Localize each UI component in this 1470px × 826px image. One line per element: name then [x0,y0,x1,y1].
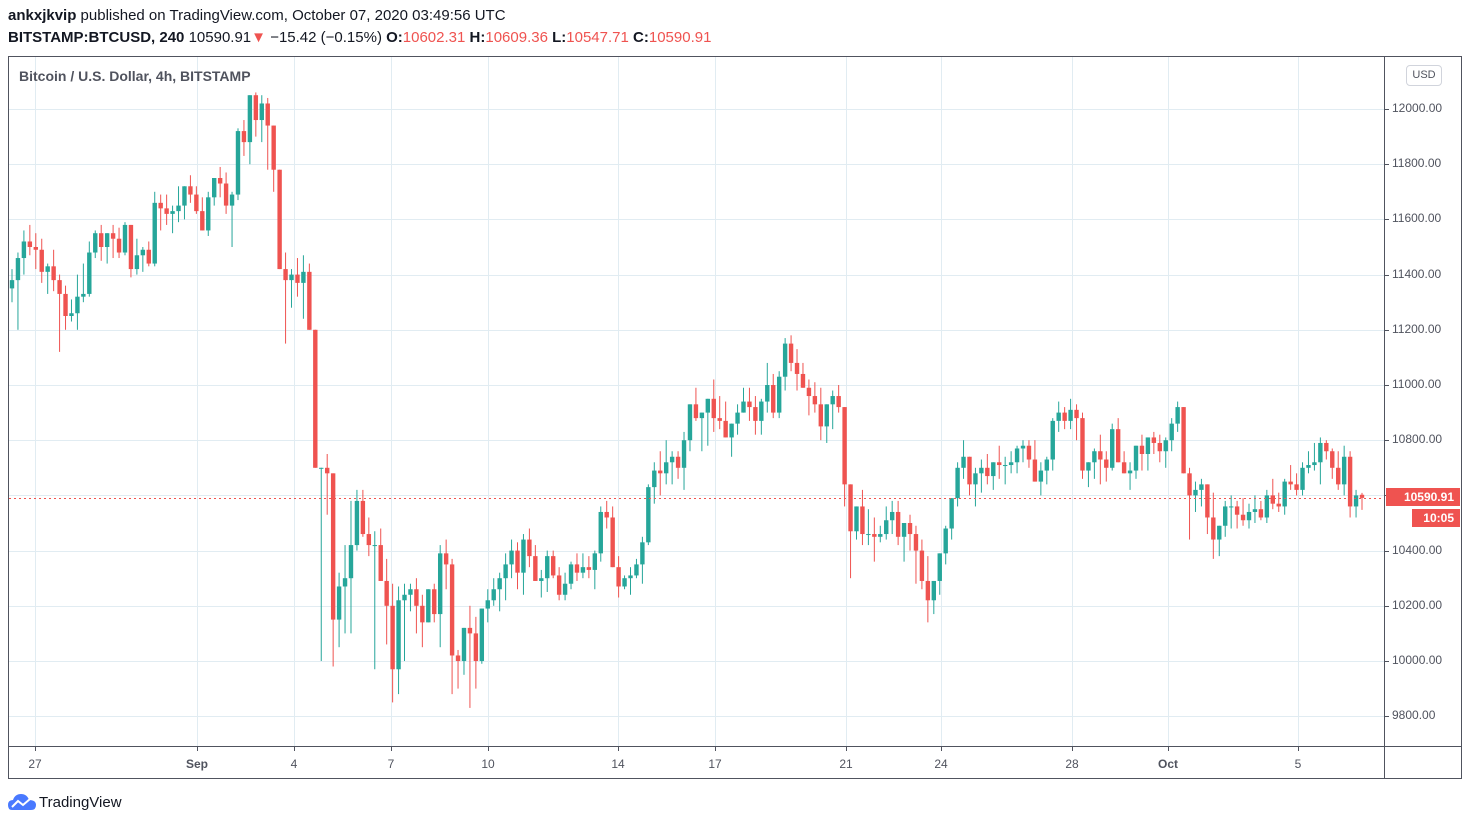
price-tick-mark [1384,661,1389,662]
price-tick-label: 9800.00 [1392,708,1436,722]
time-tick-label: Oct [1157,757,1179,771]
publish-info: ankxjkvip published on TradingView.com, … [8,7,506,24]
published-text: published on TradingView.com, October 07… [80,7,506,24]
last-price: 10590.91 [188,29,252,46]
time-tick-mark [846,746,847,751]
close-value: 10590.91 [648,29,712,46]
price-tick-mark [1384,109,1389,110]
price-tick-mark [1384,275,1389,276]
high-value: 10609.36 [485,29,548,46]
price-tick-label: 11800.00 [1392,156,1442,170]
price-change: −15.42 (−0.15%) [270,29,382,46]
price-tick-label: 10200.00 [1392,598,1443,612]
time-tick-label: 14 [611,757,625,771]
time-tick-mark [941,746,942,751]
time-tick-label: 28 [1065,757,1079,771]
time-tick-mark [488,746,489,751]
price-tick-label: 10400.00 [1392,543,1443,557]
price-tick-mark [1384,385,1389,386]
time-tick-label: Sep [185,757,209,771]
price-tick-label: 11000.00 [1392,377,1442,391]
time-tick-mark [618,746,619,751]
open-value: 10602.31 [402,29,466,46]
price-tick-mark [1384,551,1389,552]
price-tick-label: 11400.00 [1392,267,1442,281]
author-name[interactable]: ankxjkvip [8,7,77,24]
low-value: 10547.71 [566,29,629,46]
time-tick-label: 7 [387,757,395,771]
price-tick-mark [1384,440,1389,441]
price-tick-mark [1384,716,1389,717]
price-tick-mark [1384,219,1389,220]
brand-name: TradingView [39,793,122,811]
symbol-info: BITSTAMP:BTCUSD, 240 10590.91▼ −15.42 (−… [8,29,711,46]
close-label: C: [633,29,649,46]
tradingview-brand[interactable]: TradingView [8,792,122,812]
time-tick-label: 17 [708,757,722,771]
last-price-label: 10590.91 [1386,488,1460,506]
tradingview-cloud-icon [8,794,36,810]
time-tick-label: 27 [28,757,42,771]
triangle-down-icon: ▼ [251,29,267,46]
symbol-label: BITSTAMP:BTCUSD, 240 [8,29,185,46]
time-tick-label: 24 [934,757,948,771]
time-tick-mark [197,746,198,751]
price-tick-label: 12000.00 [1392,101,1443,115]
time-tick-mark [715,746,716,751]
chart-frame [8,56,1462,779]
time-tick-label: 10 [481,757,495,771]
price-tick-mark [1384,330,1389,331]
price-tick-mark [1384,164,1389,165]
axis-corner [1384,746,1462,779]
low-label: L: [552,29,567,46]
time-tick-mark [391,746,392,751]
price-tick-label: 11200.00 [1392,322,1442,336]
time-tick-mark [1072,746,1073,751]
price-tick-label: 10800.00 [1392,432,1443,446]
time-axis[interactable] [9,746,1384,779]
time-tick-label: 21 [839,757,853,771]
price-scale[interactable] [1384,57,1462,746]
bar-countdown-label: 10:05 [1412,509,1460,527]
price-tick-label: 11600.00 [1392,211,1442,225]
price-tick-label: 10000.00 [1392,653,1443,667]
price-tick-mark [1384,606,1389,607]
high-label: H: [469,29,486,46]
pane-title: Bitcoin / U.S. Dollar, 4h, BITSTAMP [19,68,251,84]
time-tick-mark [1298,746,1299,751]
currency-button[interactable]: USD [1406,65,1442,86]
time-tick-mark [1168,746,1169,751]
open-label: O: [386,29,403,46]
time-tick-mark [35,746,36,751]
time-tick-label: 5 [1294,757,1302,771]
time-tick-mark [294,746,295,751]
time-tick-label: 4 [290,757,298,771]
